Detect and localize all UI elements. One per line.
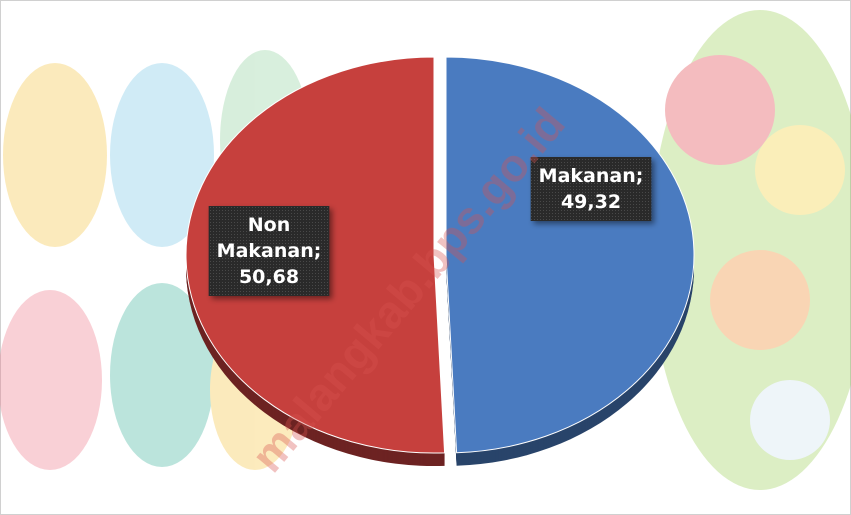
chart: Makanan;49,32NonMakanan;50,68 malangkab.…: [0, 0, 851, 515]
